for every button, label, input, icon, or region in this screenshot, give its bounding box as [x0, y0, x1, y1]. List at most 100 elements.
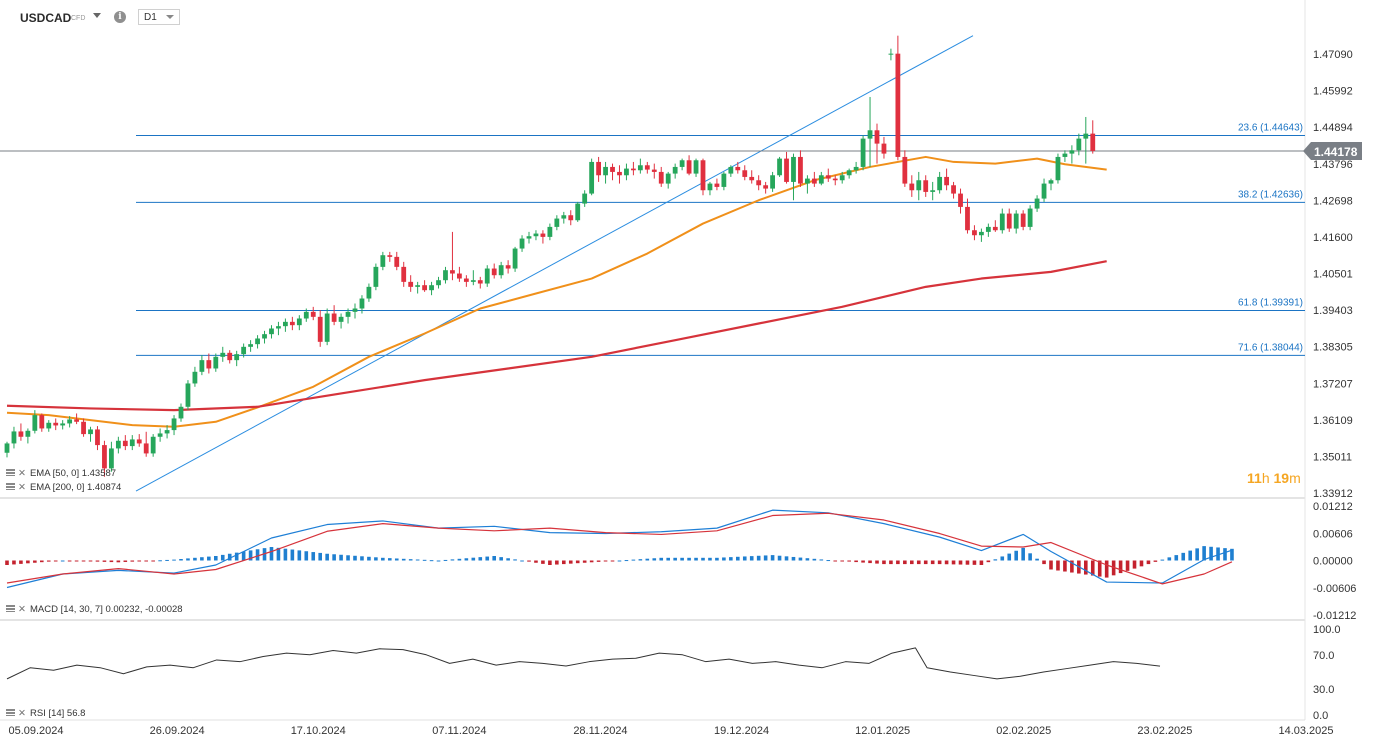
candle-body [832, 178, 838, 181]
symbol-label[interactable]: USDCAD [20, 11, 72, 25]
candle-body [18, 431, 24, 437]
candle-body [985, 226, 991, 232]
settings-icon[interactable] [6, 469, 15, 476]
price-axis-label: 1.37207 [1313, 378, 1353, 390]
settings-icon[interactable] [6, 709, 15, 716]
rsi-legend[interactable]: ✕ RSI [14] 56.8 [6, 708, 85, 719]
candle-body [1090, 133, 1096, 151]
fibonacci-level-label: 38.2 (1.42636) [1238, 189, 1303, 200]
candle-body [965, 206, 970, 231]
macd-histogram-bar [186, 558, 190, 561]
candle-body [749, 176, 755, 181]
candle-body [714, 183, 720, 187]
macd-histogram-bar [165, 559, 169, 561]
macd-histogram-bar [624, 560, 629, 562]
macd-histogram-bar [464, 558, 469, 561]
macd-histogram-bar [896, 560, 900, 565]
candle-body [728, 166, 734, 174]
price-axis-label: 1.39403 [1313, 305, 1353, 317]
macd-histogram-bar [234, 552, 239, 561]
close-icon[interactable]: ✕ [18, 468, 26, 479]
ema200-line [6, 260, 1107, 412]
macd-histogram-bar [1104, 560, 1109, 578]
candle-body [74, 419, 79, 422]
time-axis-label: 26.09.2024 [150, 725, 205, 737]
macd-legend[interactable]: ✕ MACD [14, 30, 7] 0.00232, -0.00028 [6, 604, 183, 615]
time-axis-label: 07.11.2024 [432, 725, 486, 737]
timeframe-value: D1 [144, 12, 157, 23]
macd-histogram-bar [95, 560, 100, 562]
macd-histogram-bar [910, 560, 914, 565]
candle-body [798, 156, 803, 184]
candle-body [150, 436, 156, 454]
macd-histogram-bar [1049, 560, 1053, 570]
macd-histogram-bar [60, 560, 65, 562]
settings-icon[interactable] [6, 483, 15, 490]
candle-body [366, 286, 372, 299]
macd-histogram-bar [325, 553, 329, 561]
macd-histogram-bar [534, 560, 538, 563]
close-icon[interactable]: ✕ [18, 482, 26, 493]
macd-histogram-bar [172, 559, 176, 561]
candle-body [387, 255, 393, 257]
candle-body [519, 238, 525, 249]
time-axis-label: 12.01.2025 [855, 725, 910, 737]
macd-histogram-bar [527, 560, 531, 562]
candle-body [603, 166, 608, 176]
ema50-legend[interactable]: ✕ EMA [50, 0] 1.43587 [6, 468, 116, 479]
candle-body [763, 185, 769, 189]
trend-line [135, 35, 974, 492]
countdown-hours-unit: h [1261, 470, 1270, 486]
macd-histogram-bar [227, 553, 232, 561]
macd-histogram-bar [436, 560, 441, 562]
fibonacci-level-label: 23.6 (1.44643) [1238, 123, 1303, 134]
timeframe-select[interactable]: D1 [138, 9, 180, 25]
macd-histogram-bar [777, 555, 782, 561]
candle-body [220, 352, 226, 357]
macd-histogram-bar [541, 560, 545, 564]
candle-body [143, 443, 149, 454]
time-axis-label: 23.02.2025 [1137, 725, 1192, 737]
time-axis-label: 05.09.2024 [8, 725, 63, 737]
close-icon[interactable]: ✕ [18, 604, 26, 615]
candle-body [171, 418, 177, 431]
macd-histogram-bar [875, 560, 879, 564]
macd-histogram-bar [1090, 560, 1095, 576]
macd-histogram-bar [471, 557, 476, 561]
candle-body [651, 169, 657, 172]
close-icon[interactable]: ✕ [18, 708, 26, 719]
macd-histogram-bar [422, 559, 427, 561]
candle-body [770, 175, 775, 189]
candle-body [721, 173, 727, 187]
macd-histogram-bar [736, 556, 740, 561]
chart-toolbar: USDCAD CFD i D1 [0, 0, 300, 34]
candle-body [457, 273, 462, 279]
price-axis-label: 1.35011 [1313, 451, 1352, 463]
time-axis-label: 28.11.2024 [573, 725, 627, 737]
candle-body [596, 161, 601, 176]
macd-histogram-bar [193, 557, 197, 561]
macd-line [6, 509, 1233, 589]
candle-body [262, 334, 267, 339]
candle-body [46, 422, 52, 429]
macd-histogram-bar [1167, 557, 1172, 561]
price-axis-label: 1.41600 [1313, 232, 1353, 244]
chevron-down-icon[interactable] [93, 13, 101, 18]
ema200-legend[interactable]: ✕ EMA [200, 0] 1.40874 [6, 482, 121, 493]
macd-histogram-bar [40, 560, 44, 563]
macd-histogram-bar [1035, 558, 1039, 561]
candle-body [700, 160, 706, 191]
rsi-axis-label: 70.0 [1313, 650, 1334, 662]
macd-histogram-bar [248, 550, 253, 561]
macd-histogram-bar [722, 557, 726, 561]
macd-histogram-bar [1056, 560, 1060, 571]
rsi-line [6, 647, 1161, 680]
settings-icon[interactable] [6, 605, 15, 612]
info-icon[interactable]: i [114, 11, 126, 23]
macd-histogram-bar [311, 552, 316, 561]
candle-body [408, 281, 414, 287]
candle-body [923, 180, 929, 192]
candle-body [248, 344, 253, 347]
last-price-value: 1.44178 [1314, 145, 1358, 159]
